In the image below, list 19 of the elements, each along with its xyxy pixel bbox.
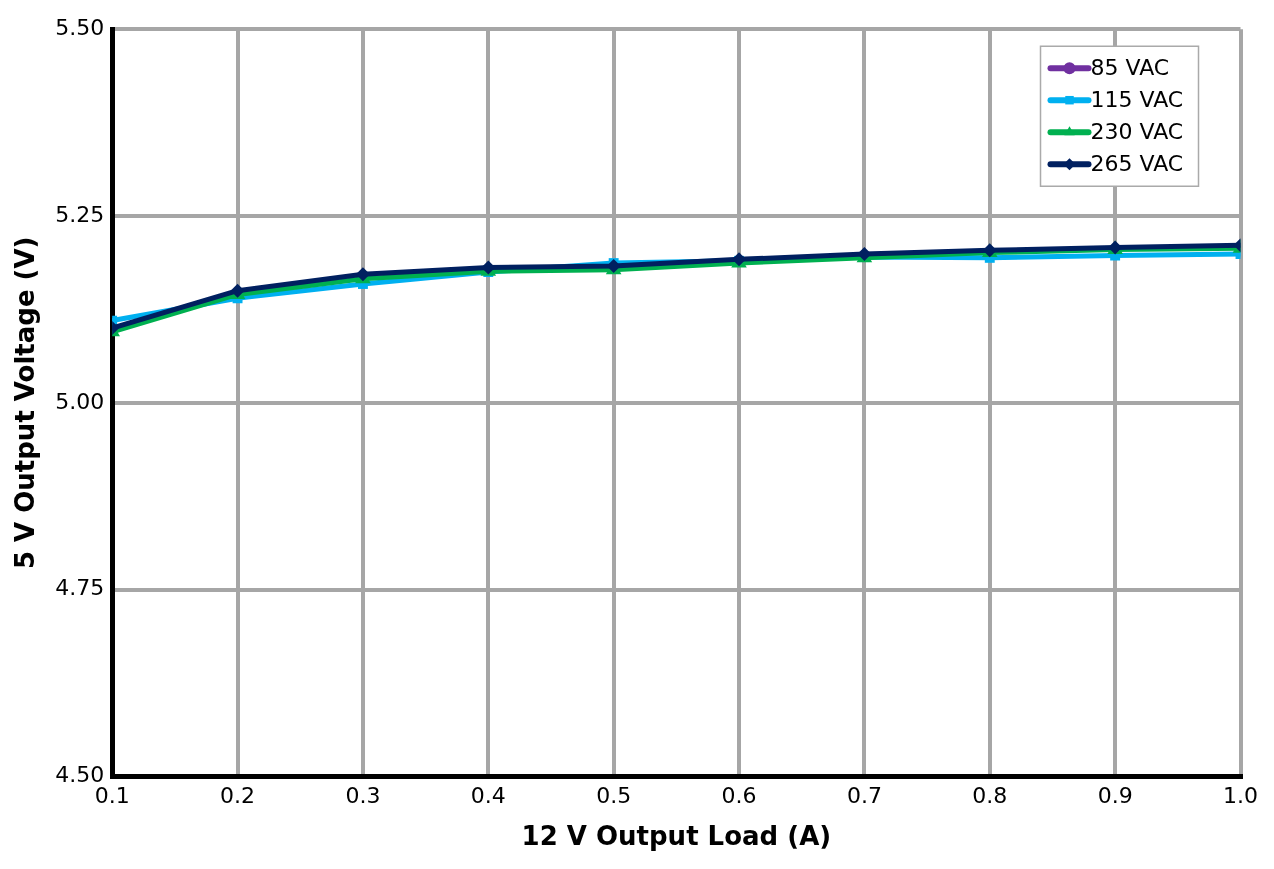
legend-label: 230 VAC — [1090, 118, 1184, 144]
x-tick-label: 0.7 — [846, 783, 882, 809]
x-tick-label: 0.4 — [470, 783, 506, 809]
legend-label: 85 VAC — [1090, 54, 1170, 80]
y-tick-label: 5.50 — [55, 14, 105, 40]
x-tick-label: 0.2 — [220, 783, 256, 809]
x-tick-label: 0.3 — [345, 783, 381, 809]
y-axis-title: 5 V Output Voltage (V) — [10, 236, 41, 570]
y-tick-label: 5.25 — [55, 201, 105, 227]
x-tick-label: 0.6 — [721, 783, 757, 809]
x-axis-title: 12 V Output Load (A) — [521, 821, 832, 852]
x-tick-label: 0.8 — [972, 783, 1008, 809]
y-tick-label: 4.75 — [55, 575, 105, 601]
x-tick-label: 0.9 — [1097, 783, 1133, 809]
legend-label: 115 VAC — [1090, 86, 1184, 112]
y-tick-label: 5.00 — [55, 388, 105, 414]
x-tick-label: 1.0 — [1223, 783, 1259, 809]
legend-label: 265 VAC — [1090, 150, 1184, 176]
x-tick-label: 0.5 — [596, 783, 632, 809]
